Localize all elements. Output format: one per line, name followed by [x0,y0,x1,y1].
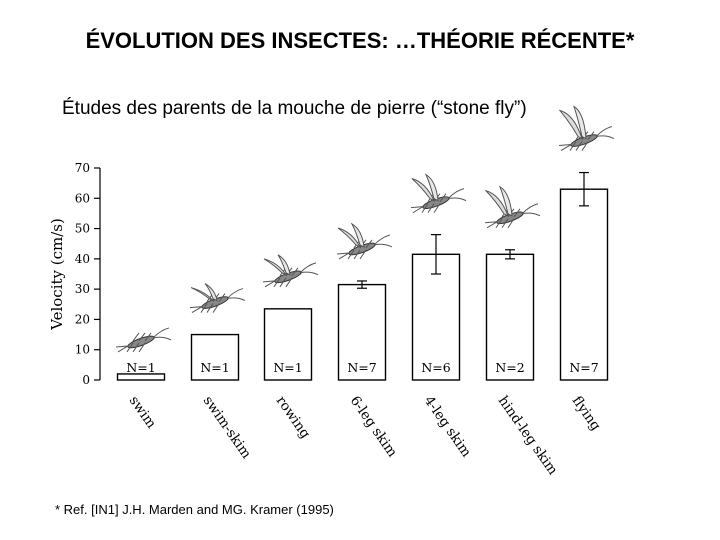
category-label: rowing [273,393,314,442]
insect-leg [433,193,447,213]
slide-title: ÉVOLUTION DES INSECTES: …THÉORIE RÉCENTE… [85,28,635,53]
sample-size-label: N=6 [421,360,450,375]
stone-fly-illustrations [115,105,615,353]
insect-tail [484,221,498,229]
insect-wing [190,287,214,302]
y-tick-label: 70 [75,161,90,175]
category-label: hind-leg skim [495,393,561,478]
bar [485,253,535,381]
insect-antenna [447,188,467,202]
insect-leg [132,332,146,353]
insect-tail [262,280,276,288]
insect-wing [484,189,509,217]
stone-fly-icon [115,327,172,353]
category-label: 4-leg skim [421,393,475,460]
bar [190,333,240,381]
y-tick-label: 10 [75,343,90,357]
insect-antenna [373,234,393,248]
insect-antenna [152,327,172,341]
reference-footnote: * Ref. [IN1] J.H. Marden and MG. Kramer … [55,502,334,517]
bar [411,253,461,381]
insect-tail [336,252,350,260]
bar [559,188,609,381]
insect-leg [507,208,521,229]
sample-size-label: N=1 [126,360,155,375]
sample-size-label: N=7 [347,360,376,375]
sample-size-label: N=1 [200,360,229,375]
insect-wing [411,178,436,202]
stone-fly-icon [262,254,319,288]
stone-fly-icon [336,222,393,260]
insect-wing [350,222,365,248]
insect-wing [263,258,288,277]
insect-wing [558,109,583,140]
insect-leg [212,293,226,313]
bar [263,308,313,381]
y-axis-title: Velocity (cm/s) [48,218,66,331]
insect-tail [410,206,424,214]
insect-wing [424,173,439,202]
insect-leg [285,267,299,288]
chart-axes: 0 10 20 30 40 50 60 70 Velocity (cm/s) [48,161,101,387]
stone-fly-icon [484,185,541,229]
sample-size-label: N=2 [495,360,524,375]
insect-body [127,335,155,349]
bar [337,283,387,381]
y-tick-label: 30 [75,282,90,296]
insect-leg [126,332,140,353]
insect-antenna [299,262,319,276]
insect-antenna [595,126,615,139]
chart-bars: N=1 swim N=1 swim-skim N=1 rowing N=7 6-leg ski… [116,171,609,478]
y-tick-label: 20 [75,312,90,326]
insect-wing [337,227,362,249]
stone-fly-icon [189,283,246,314]
y-tick-label: 0 [82,373,90,387]
category-label: swim [126,393,160,432]
y-tick-label: 50 [75,222,90,236]
bar [116,373,166,381]
stone-fly-icon [410,173,467,214]
sample-size-label: N=7 [569,360,598,375]
insect-wing [204,283,218,302]
stone-fly-icon [558,105,615,151]
slide-subtitle: Études des parents de la mouche de pierr… [62,98,527,119]
insect-leg [581,131,595,151]
insect-leg [359,239,373,260]
insect-antenna [521,203,541,217]
category-label: swim-skim [200,393,255,462]
insect-tail [558,144,572,151]
category-label: flying [569,393,604,434]
insect-wing [277,254,291,276]
insect-antenna [226,288,246,302]
category-label: 6-leg skim [347,393,401,460]
y-tick-label: 60 [75,191,90,205]
insect-tail [115,345,129,353]
insect-leg [138,332,152,353]
insect-tail [189,306,203,314]
insect-wing [573,105,587,140]
sample-size-label: N=1 [273,360,302,375]
insect-wing [499,185,513,217]
y-tick-label: 40 [75,252,90,266]
